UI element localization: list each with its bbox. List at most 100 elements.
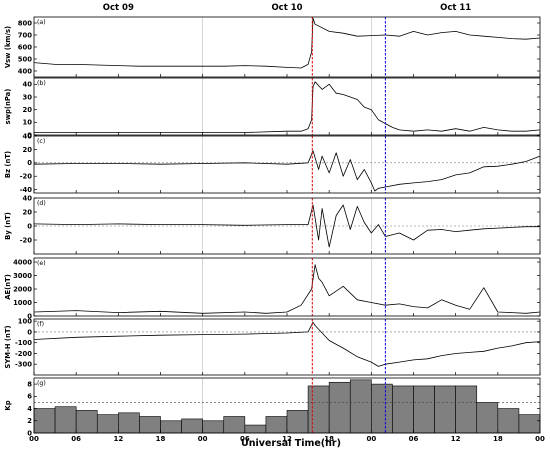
kp-bar [75,410,98,434]
y-tick-label: 20 [23,208,33,216]
y-tick-label: -40 [20,186,33,194]
kp-bar [96,414,119,434]
kp-bar [455,385,478,434]
series-line [33,150,541,192]
panel-7: 0 2 4 6 8 (g) Kp [4,377,541,437]
y-axis-title: Kp [4,400,12,410]
panel-label: (a) [37,19,46,26]
day-label: Oct 09 [103,3,134,13]
y-tick-label: 700 [18,31,32,39]
kp-bar [118,412,140,434]
panel-label: (c) [37,138,45,145]
x-tick-label: 12 [451,435,461,443]
kp-bar [307,385,330,434]
y-tick-label: 0 [27,131,32,139]
y-tick-label: 3000 [13,272,32,280]
x-tick-label: 00 [198,435,208,443]
kp-bar [223,416,246,434]
panel-4: -20 0 20 40 (d) By (nT) [4,194,541,255]
panel-label: (d) [37,200,46,207]
panel-1: 400 500 600 700 800 (a) Vsw (km/s) [4,16,541,78]
kp-bar [33,408,56,434]
panel-6: -300 -200 -100 0 100 (f) SYM-H (nT) [4,318,541,376]
kp-bar [139,416,161,434]
panel-label: (f) [37,321,44,328]
series-line [33,204,540,248]
y-tick-label: 40 [23,132,33,140]
kp-bar [476,402,499,434]
x-tick-label: 00 [535,435,545,443]
y-tick-label: 4000 [13,258,32,266]
kp-bar [54,406,77,434]
panel-2: 0 10 20 30 40 (b) swp(nPa) [4,77,541,139]
kp-bar [349,379,372,434]
series-line [34,81,541,133]
x-tick-label: 06 [409,435,419,443]
panel-3: -40 -20 0 20 40 (c) Bz (nT) [4,132,541,194]
y-tick-label: 20 [23,146,33,154]
y-tick-label: -200 [15,350,32,358]
y-tick-label: 800 [18,19,32,27]
x-tick-label: 00 [29,435,39,443]
kp-bar [392,385,414,434]
panel-label: (g) [37,380,46,387]
y-tick-label: -20 [20,236,33,244]
x-tick-label: 06 [71,435,81,443]
panel-frame [33,16,541,78]
y-tick-label: 400 [18,67,32,75]
y-tick-label: 8 [27,381,32,389]
y-tick-label: -20 [20,173,33,181]
y-tick-label: 30 [23,93,33,101]
y-tick-label: 0 [27,312,32,320]
y-tick-label: 0 [27,222,32,230]
series-line [33,17,541,69]
y-tick-label: -100 [15,339,32,347]
panel-5: 0 1000 2000 3000 4000 (e) AE(nT) [4,257,541,320]
y-axis-title: SYM-H (nT) [4,325,12,368]
x-tick-label: 18 [493,435,503,443]
y-tick-label: 0 [27,159,32,167]
kp-bar [328,381,351,434]
y-tick-label: 2000 [13,285,32,293]
y-tick-label: 1000 [13,299,32,307]
x-tick-label: 18 [324,435,334,443]
series-line [33,321,541,367]
y-tick-label: 500 [18,55,32,63]
y-tick-label: 4 [27,405,32,413]
panel-label: (e) [37,260,46,267]
y-tick-label: 100 [18,318,32,326]
kp-bar [434,385,456,434]
x-axis-title: Universal Time(hr) [241,438,341,449]
x-tick-label: 12 [113,435,123,443]
kp-bar [286,410,309,434]
day-label: Oct 11 [440,3,471,13]
kp-bar [202,420,225,434]
x-tick-label: 06 [240,435,250,443]
x-tick-label: 12 [282,435,292,443]
y-tick-label: 600 [18,43,32,51]
kp-bar [518,414,541,434]
kp-bar [413,385,435,434]
y-axis-title: swp(nPa) [4,89,12,125]
panel-frame [33,77,541,136]
y-tick-label: 40 [23,194,33,202]
y-tick-label: 2 [27,417,32,425]
x-tick-label: 18 [156,435,166,443]
kp-bar [497,408,520,434]
series-line [33,264,541,314]
y-axis-title: AE(nT) [4,274,12,300]
kp-bar [244,424,267,434]
y-tick-label: 20 [23,106,33,114]
y-tick-label: 40 [23,81,33,89]
y-tick-label: 10 [23,119,33,127]
y-axis-title: Vsw (km/s) [4,26,12,68]
y-tick-label: 6 [27,393,32,401]
x-axis: 00 06 12 18 00 06 12 18 00 06 12 18 00 [29,435,545,443]
day-labels: Oct 09 Oct 10 Oct 11 [103,3,472,13]
y-axis-title: By (nT) [4,212,12,240]
day-label: Oct 10 [271,3,302,13]
kp-bar [181,418,203,434]
y-tick-label: 0 [27,429,32,437]
